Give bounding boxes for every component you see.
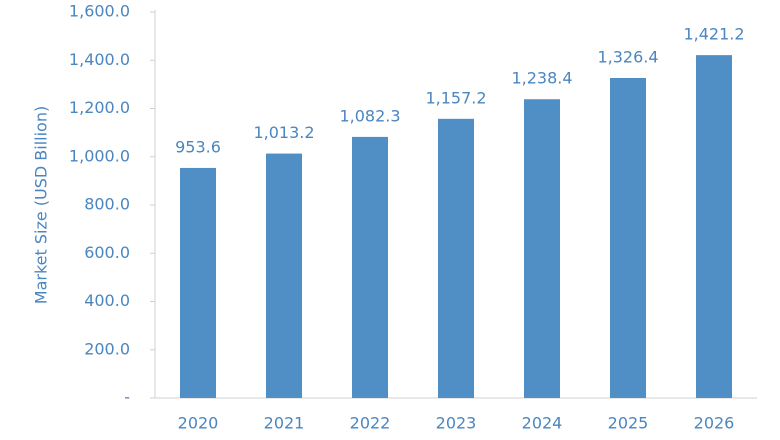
x-tick-label: 2023: [436, 414, 477, 433]
y-tick-label: 200.0: [84, 339, 130, 358]
value-label: 1,082.3: [339, 106, 400, 125]
x-tick-label: 2022: [350, 414, 391, 433]
y-tick-label: 600.0: [84, 243, 130, 262]
value-label: 1,326.4: [597, 48, 658, 67]
x-tick-label: 2026: [694, 414, 735, 433]
bar: [610, 78, 646, 399]
value-label: 1,421.2: [683, 25, 744, 44]
y-tick-label: -: [124, 388, 130, 407]
bar: [696, 55, 732, 398]
y-axis-label: Market Size (USD Billion): [32, 106, 51, 304]
bar: [266, 153, 302, 398]
y-tick-label: 800.0: [84, 195, 130, 214]
y-tick-label: 400.0: [84, 291, 130, 310]
bar: [524, 99, 560, 399]
bar: [180, 167, 216, 398]
x-tick-label: 2024: [522, 414, 563, 433]
value-label: 953.6: [175, 137, 221, 156]
bar: [352, 136, 388, 398]
x-tick-label: 2025: [608, 414, 649, 433]
bar: [438, 118, 474, 398]
y-tick-label: 1,600.0: [69, 2, 130, 21]
value-label: 1,238.4: [511, 69, 572, 88]
value-label: 1,157.2: [425, 88, 486, 107]
x-tick-label: 2020: [178, 414, 219, 433]
x-tick-label: 2021: [264, 414, 305, 433]
y-tick-label: 1,000.0: [69, 146, 130, 165]
value-label: 1,013.2: [253, 123, 314, 142]
y-tick-label: 1,400.0: [69, 50, 130, 69]
y-tick-label: 1,200.0: [69, 98, 130, 117]
